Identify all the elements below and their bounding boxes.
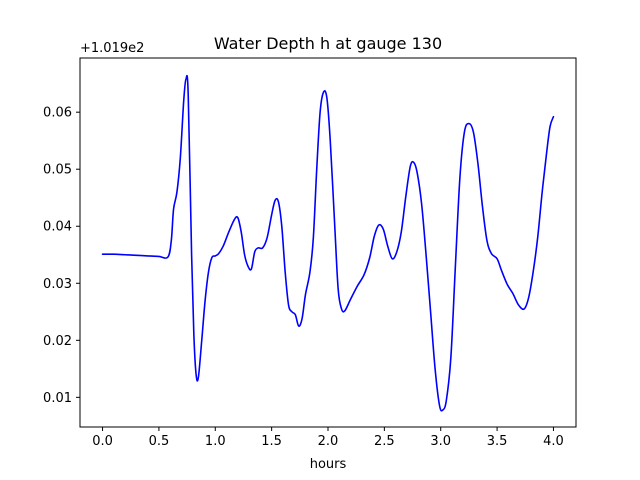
y-tick-label: 0.03 [43, 277, 72, 292]
y-tick-label: 0.05 [43, 163, 72, 178]
plot-area [101, 74, 555, 412]
y-tick-label: 0.04 [43, 220, 72, 235]
x-axis-label: hours [310, 457, 347, 472]
x-axis: 0.0 0.5 1.0 1.5 2.0 2.5 3.0 3.5 4.0 [92, 427, 564, 449]
x-tick-label: 2.5 [374, 434, 395, 449]
water-depth-line-0 [101, 74, 555, 412]
x-tick-label: 1.5 [261, 434, 282, 449]
y-axis: 0.01 0.02 0.03 0.04 0.05 0.06 [43, 106, 80, 406]
x-tick-label: 2.0 [318, 434, 339, 449]
x-tick-label: 3.5 [487, 434, 508, 449]
x-tick-label: 1.0 [205, 434, 226, 449]
y-tick-label: 0.01 [43, 391, 72, 406]
x-tick-label: 3.0 [430, 434, 451, 449]
chart-title: Water Depth h at gauge 130 [214, 34, 442, 53]
y-offset-label: +1.019e2 [80, 41, 144, 56]
x-tick-label: 4.0 [543, 434, 564, 449]
x-tick-label: 0.0 [92, 434, 113, 449]
y-tick-label: 0.02 [43, 334, 72, 349]
x-tick-label: 0.5 [149, 434, 170, 449]
y-tick-label: 0.06 [43, 106, 72, 121]
